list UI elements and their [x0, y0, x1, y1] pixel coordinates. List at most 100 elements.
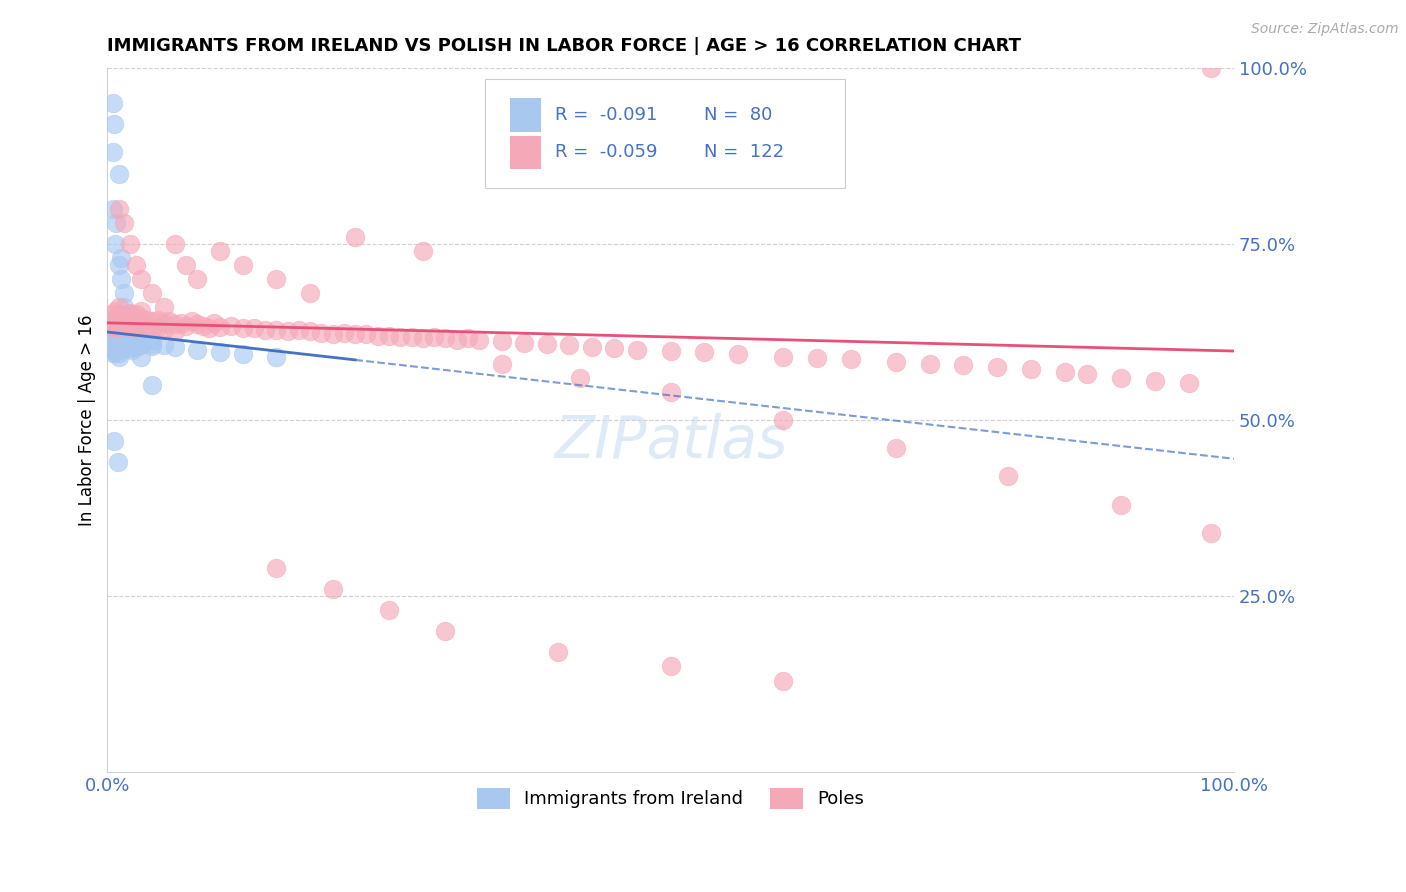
Y-axis label: In Labor Force | Age > 16: In Labor Force | Age > 16	[79, 314, 96, 525]
Point	[1199, 61, 1222, 75]
Point	[111, 316, 134, 330]
Point	[104, 304, 127, 318]
Point	[107, 335, 129, 350]
Point	[114, 337, 136, 351]
Point	[118, 337, 141, 351]
Point	[569, 371, 592, 385]
Point	[114, 331, 136, 345]
Point	[107, 350, 129, 364]
Point	[457, 331, 479, 345]
Point	[129, 318, 152, 332]
Point	[104, 318, 127, 332]
Point	[101, 332, 124, 346]
Point	[104, 323, 127, 337]
Point	[107, 343, 129, 357]
Point	[104, 237, 127, 252]
Point	[135, 320, 157, 334]
Point	[124, 336, 146, 351]
Point	[659, 384, 682, 399]
Point	[232, 321, 254, 335]
Point	[101, 335, 124, 350]
Point	[135, 313, 157, 327]
Point	[997, 469, 1019, 483]
Point	[558, 338, 581, 352]
Point	[288, 323, 311, 337]
Point	[536, 337, 558, 351]
Text: N =  122: N = 122	[704, 144, 785, 161]
Point	[111, 327, 134, 342]
Point	[547, 645, 569, 659]
Point	[180, 314, 202, 328]
Point	[101, 314, 124, 328]
Point	[333, 326, 356, 340]
Point	[918, 357, 941, 371]
Point	[806, 351, 828, 365]
Point	[118, 237, 141, 252]
Point	[124, 328, 146, 343]
Point	[118, 306, 141, 320]
Point	[117, 310, 139, 325]
Point	[152, 323, 174, 337]
Point	[141, 337, 163, 351]
Point	[423, 330, 446, 344]
Point	[322, 582, 344, 596]
Point	[124, 340, 146, 354]
Point	[104, 341, 127, 355]
Point	[103, 434, 125, 449]
Point	[118, 330, 141, 344]
Point	[104, 327, 127, 342]
Point	[103, 117, 125, 131]
Point	[344, 327, 367, 342]
Point	[124, 331, 146, 345]
Point	[124, 334, 146, 348]
Point	[111, 323, 134, 337]
Point	[104, 337, 127, 351]
Point	[157, 314, 180, 328]
Point	[107, 314, 129, 328]
Point	[112, 301, 135, 315]
Point	[299, 286, 322, 301]
Point	[112, 286, 135, 301]
Legend: Immigrants from Ireland, Poles: Immigrants from Ireland, Poles	[470, 780, 872, 816]
Point	[952, 358, 974, 372]
Point	[107, 318, 129, 332]
Point	[163, 318, 186, 332]
Point	[107, 325, 129, 339]
Point	[356, 327, 378, 342]
Point	[141, 377, 163, 392]
Point	[111, 309, 134, 323]
Point	[104, 310, 127, 325]
Point	[129, 332, 152, 346]
Point	[117, 321, 139, 335]
Text: IMMIGRANTS FROM IRELAND VS POLISH IN LABOR FORCE | AGE > 16 CORRELATION CHART: IMMIGRANTS FROM IRELAND VS POLISH IN LAB…	[107, 37, 1021, 55]
Point	[1076, 368, 1098, 382]
Point	[129, 337, 152, 351]
Point	[107, 321, 129, 335]
Point	[659, 344, 682, 359]
Point	[322, 327, 344, 342]
Point	[412, 331, 434, 345]
Point	[581, 340, 603, 354]
Point	[112, 216, 135, 230]
Point	[110, 272, 132, 286]
Point	[186, 318, 208, 332]
Point	[129, 335, 152, 350]
Point	[378, 603, 401, 617]
Point	[266, 272, 288, 286]
Point	[191, 318, 214, 333]
Point	[118, 307, 141, 321]
Point	[412, 244, 434, 258]
Point	[118, 333, 141, 347]
Point	[101, 202, 124, 216]
Point	[1177, 376, 1199, 391]
Point	[389, 330, 412, 344]
Point	[107, 328, 129, 343]
Point	[1109, 498, 1132, 512]
Point	[107, 258, 129, 272]
Point	[163, 237, 186, 252]
Point	[243, 321, 266, 335]
Text: ZIPatlas: ZIPatlas	[554, 413, 787, 470]
Point	[104, 344, 127, 359]
Point	[626, 343, 648, 357]
Point	[186, 272, 208, 286]
